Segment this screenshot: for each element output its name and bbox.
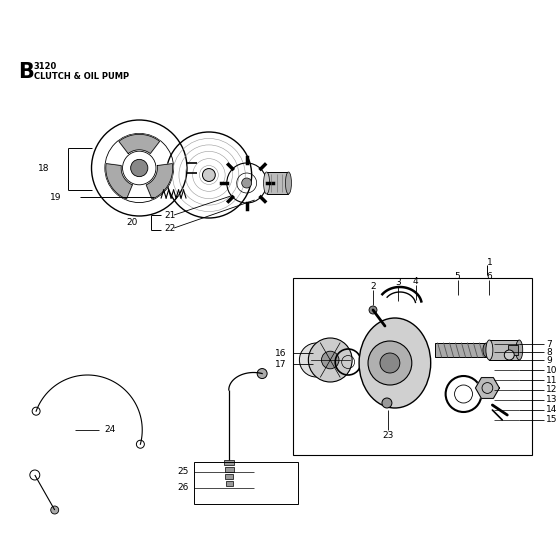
Bar: [225, 467, 234, 472]
Ellipse shape: [286, 172, 291, 194]
Polygon shape: [106, 164, 132, 199]
Text: 3: 3: [395, 278, 401, 287]
Text: 2: 2: [370, 282, 376, 291]
Circle shape: [382, 398, 392, 408]
Circle shape: [380, 353, 400, 373]
Bar: [226, 481, 233, 486]
Polygon shape: [119, 134, 160, 153]
Circle shape: [203, 169, 215, 181]
Circle shape: [51, 506, 59, 514]
Polygon shape: [475, 377, 500, 398]
Ellipse shape: [516, 340, 522, 360]
Circle shape: [369, 306, 377, 314]
Text: 25: 25: [178, 468, 189, 477]
Text: 20: 20: [126, 217, 137, 226]
Text: 11: 11: [546, 376, 558, 385]
Circle shape: [505, 350, 514, 360]
Text: 17: 17: [275, 360, 287, 368]
Text: 12: 12: [546, 385, 557, 394]
Circle shape: [321, 351, 339, 369]
Circle shape: [300, 343, 333, 377]
Polygon shape: [146, 164, 172, 199]
Text: 13: 13: [546, 395, 558, 404]
Circle shape: [242, 178, 251, 188]
Text: 4: 4: [413, 277, 418, 286]
Bar: [225, 474, 233, 479]
Ellipse shape: [359, 318, 431, 408]
Text: 16: 16: [275, 348, 287, 357]
Text: 19: 19: [50, 193, 62, 202]
Bar: [224, 460, 234, 465]
Text: 10: 10: [546, 366, 558, 375]
Text: 23: 23: [382, 432, 394, 441]
Ellipse shape: [486, 340, 493, 360]
Circle shape: [309, 338, 352, 382]
Circle shape: [257, 368, 267, 379]
Text: 1: 1: [487, 258, 492, 267]
Bar: [435, 343, 487, 357]
Text: 7: 7: [546, 339, 552, 348]
Circle shape: [309, 352, 324, 368]
Text: 6: 6: [487, 272, 492, 281]
Text: 8: 8: [546, 348, 552, 357]
Text: 22: 22: [164, 223, 175, 232]
Text: 14: 14: [546, 405, 557, 414]
Text: 18: 18: [38, 164, 50, 172]
Text: 21: 21: [164, 211, 175, 220]
Bar: [267, 172, 288, 194]
Bar: [293, 278, 532, 455]
Bar: [508, 345, 518, 355]
Text: 26: 26: [178, 483, 189, 492]
Text: CLUTCH & OIL PUMP: CLUTCH & OIL PUMP: [34, 72, 129, 81]
Bar: [489, 340, 519, 360]
Bar: [194, 462, 298, 504]
Circle shape: [368, 341, 412, 385]
Text: 24: 24: [105, 426, 116, 435]
Ellipse shape: [483, 343, 490, 357]
Text: 15: 15: [546, 416, 558, 424]
Text: 3120: 3120: [34, 62, 57, 71]
Circle shape: [130, 160, 148, 176]
Ellipse shape: [264, 172, 269, 194]
Text: 9: 9: [546, 356, 552, 365]
Text: 5: 5: [455, 272, 460, 281]
Text: B: B: [18, 62, 34, 82]
